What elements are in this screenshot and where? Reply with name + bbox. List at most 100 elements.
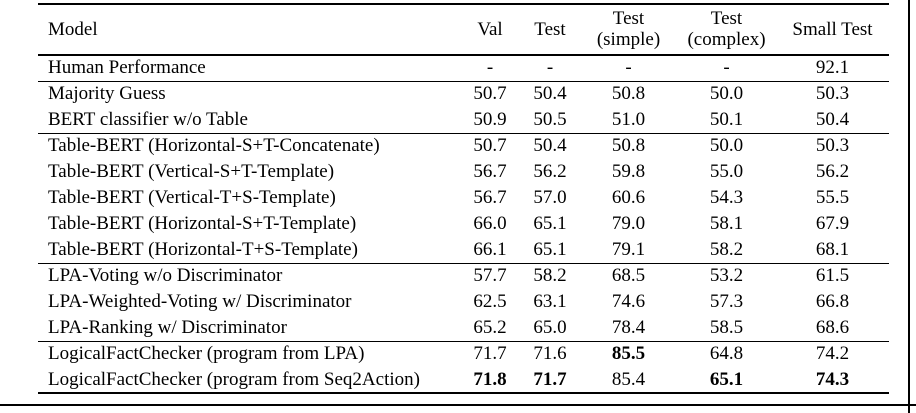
value-cell: 71.7	[473, 343, 507, 365]
value-cell: 58.1	[709, 213, 744, 234]
value-cell: 53.2	[709, 265, 744, 287]
value-cell: 71.6	[533, 343, 567, 365]
table-row: LogicalFactChecker (program from Seq2Act…	[38, 367, 889, 393]
value-cell: 60.6	[611, 187, 646, 208]
value-cell: 50.0	[709, 83, 744, 105]
value-cell: 59.8	[611, 161, 646, 182]
value-cell: 56.7	[473, 187, 507, 208]
table-group-logicalfactchecker: LogicalFactChecker (program from LPA) 71.…	[38, 341, 889, 393]
table-group-table-bert: Table-BERT (Horizontal-S+T-Concatenate) 5…	[38, 133, 889, 263]
value-cell: 79.0	[611, 213, 646, 234]
table-row: Majority Guess 50.7 50.4 50.8 50.0 50.3	[38, 81, 889, 107]
value-cell: -	[486, 57, 494, 79]
model-cell: LogicalFactChecker (program from Seq2Act…	[48, 368, 420, 390]
model-cell: Table-BERT (Vertical-S+T-Template)	[48, 161, 335, 182]
table-row: Table-BERT (Vertical-T+S-Template) 56.7 57…	[38, 185, 889, 211]
column-header-test: Test	[520, 4, 580, 56]
model-cell: Human Performance	[48, 57, 206, 79]
value-cell: 56.2	[533, 161, 567, 182]
value-cell: 71.8	[473, 368, 507, 390]
value-cell: 85.4	[611, 368, 646, 390]
value-cell: 58.2	[533, 265, 567, 287]
model-cell: LPA-Ranking w/ Discriminator	[48, 316, 287, 338]
value-cell: 50.4	[533, 83, 567, 105]
value-cell: 61.5	[815, 265, 850, 287]
value-cell: 68.5	[611, 265, 646, 287]
model-cell: BERT classifier w/o Table	[48, 108, 248, 130]
value-cell: 67.9	[815, 213, 850, 234]
value-cell: 68.6	[815, 316, 850, 338]
model-cell: Table-BERT (Horizontal-T+S-Template)	[48, 238, 358, 260]
table-row: Table-BERT (Horizontal-T+S-Template) 66.1…	[38, 237, 889, 263]
results-table: Model Val Test Test (simple) Test (compl…	[38, 3, 889, 394]
page-frame-bottom-border	[0, 404, 916, 406]
column-header-model: Model	[38, 4, 460, 56]
value-cell: 50.8	[611, 135, 646, 157]
value-cell: 56.2	[815, 161, 850, 182]
value-cell: 92.1	[815, 57, 850, 79]
value-cell: 55.0	[709, 161, 744, 182]
value-cell: 50.9	[473, 108, 507, 130]
value-cell: 64.8	[709, 343, 744, 365]
value-cell: -	[625, 57, 632, 79]
value-cell: 50.5	[533, 108, 567, 130]
value-cell: 65.0	[533, 316, 567, 338]
value-cell: 79.1	[611, 238, 646, 260]
model-cell: LogicalFactChecker (program from LPA)	[48, 343, 365, 365]
model-cell: Table-BERT (Horizontal-S+T-Template)	[48, 213, 357, 234]
value-cell: 58.2	[709, 238, 744, 260]
table-row: Table-BERT (Horizontal-S+T-Concatenate) 5…	[38, 133, 889, 159]
value-cell: -	[723, 57, 730, 79]
page-frame-right-border	[908, 0, 910, 413]
value-cell: 50.3	[815, 83, 850, 105]
table-row: LPA-Weighted-Voting w/ Discriminator 62.5…	[38, 289, 889, 315]
column-header-val: Val	[460, 4, 520, 56]
value-cell: 50.4	[533, 135, 567, 157]
value-cell: 66.1	[473, 238, 507, 260]
value-cell: 50.4	[815, 108, 850, 130]
header-row: Model Val Test Test (simple) Test (compl…	[38, 4, 889, 56]
value-cell: 57.7	[473, 265, 507, 287]
value-cell: 63.1	[533, 291, 567, 312]
value-cell: 51.0	[611, 108, 646, 130]
value-cell: 71.7	[533, 368, 567, 390]
value-cell: 65.1	[533, 213, 567, 234]
table-group-baselines: Majority Guess 50.7 50.4 50.8 50.0 50.3 BERT c…	[38, 81, 889, 133]
value-cell: 68.1	[815, 238, 850, 260]
value-cell: 50.0	[709, 135, 744, 157]
model-cell: Majority Guess	[48, 83, 166, 105]
value-cell: 50.3	[815, 135, 850, 157]
value-cell: 56.7	[473, 161, 507, 182]
value-cell: 74.2	[815, 343, 850, 365]
value-cell: 57.0	[533, 187, 567, 208]
value-cell: 50.8	[611, 83, 646, 105]
column-header-test-complex: Test (complex)	[677, 4, 776, 56]
value-cell: 57.3	[709, 291, 744, 312]
model-cell: LPA-Voting w/o Discriminator	[48, 265, 283, 287]
value-cell: 85.5	[611, 343, 646, 365]
model-cell: Table-BERT (Vertical-T+S-Template)	[48, 187, 336, 208]
value-cell: 58.5	[709, 316, 744, 338]
table-header: Model Val Test Test (simple) Test (compl…	[38, 4, 889, 56]
table-row: Table-BERT (Horizontal-S+T-Template) 66.0…	[38, 211, 889, 237]
table-row: BERT classifier w/o Table 50.9 50.5 51.0 50.…	[38, 107, 889, 133]
table-row: LogicalFactChecker (program from LPA) 71.…	[38, 341, 889, 367]
value-cell: 65.1	[709, 368, 744, 390]
table-row: LPA-Voting w/o Discriminator 57.7 58.2 68.5…	[38, 263, 889, 289]
column-header-test-simple: Test (simple)	[580, 4, 677, 56]
value-cell: 54.3	[709, 187, 744, 208]
model-cell: Table-BERT (Horizontal-S+T-Concatenate)	[48, 135, 380, 157]
value-cell: 74.6	[611, 291, 646, 312]
value-cell: -	[546, 57, 554, 79]
value-cell: 62.5	[473, 291, 507, 312]
value-cell: 50.7	[473, 135, 507, 157]
value-cell: 55.5	[815, 187, 850, 208]
value-cell: 78.4	[611, 316, 646, 338]
table-row: LPA-Ranking w/ Discriminator 65.2 65.0 78.4…	[38, 315, 889, 341]
value-cell: 65.2	[473, 316, 507, 338]
model-cell: LPA-Weighted-Voting w/ Discriminator	[48, 291, 352, 312]
table-row: Table-BERT (Vertical-S+T-Template) 56.7 56…	[38, 159, 889, 185]
value-cell: 66.8	[815, 291, 850, 312]
value-cell: 50.1	[709, 108, 744, 130]
table-row: Human Performance - - - - 92.1	[38, 55, 889, 81]
